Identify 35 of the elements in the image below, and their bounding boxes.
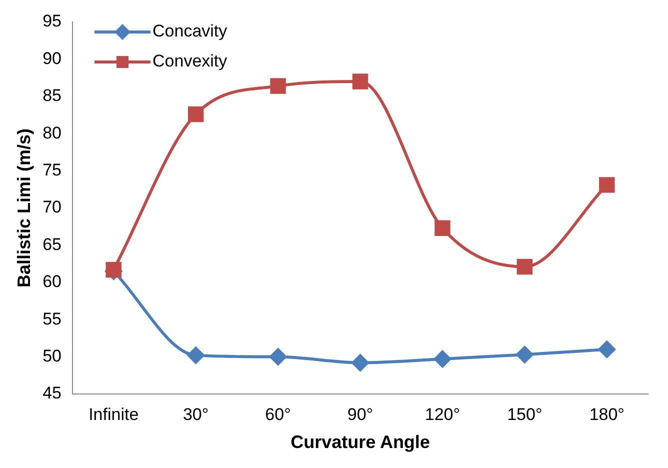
x-tick-label: 30° xyxy=(182,404,209,424)
point xyxy=(106,262,122,278)
point xyxy=(598,340,616,358)
point xyxy=(187,346,204,364)
legend-label: Concavity xyxy=(152,22,228,41)
point xyxy=(352,354,369,372)
point xyxy=(352,74,368,90)
y-axis-title: Ballistic Limi (m/s) xyxy=(14,128,34,288)
x-tick-label: 180° xyxy=(589,404,624,424)
x-tick-label: 90° xyxy=(347,404,374,424)
x-axis-title: Curvature Angle xyxy=(290,432,430,452)
y-tick-label: 45 xyxy=(42,384,62,403)
y-tick-label: 55 xyxy=(42,309,62,328)
point xyxy=(188,106,204,122)
point xyxy=(434,350,451,368)
y-tick-label: 90 xyxy=(42,48,62,68)
y-tick-label: 60 xyxy=(42,272,62,292)
x-tick-label: Infinite xyxy=(88,404,139,424)
point xyxy=(270,78,286,94)
point xyxy=(516,346,534,364)
x-tick-label: 60° xyxy=(265,404,291,424)
point xyxy=(270,348,287,366)
y-tick-label: 80 xyxy=(42,123,62,142)
y-tick-label: 85 xyxy=(42,86,62,106)
point xyxy=(434,220,450,236)
y-tick-label: 70 xyxy=(42,198,62,217)
y-tick-label: 75 xyxy=(42,160,62,180)
legend-label: Convexity xyxy=(152,52,228,71)
point xyxy=(599,177,615,193)
point xyxy=(516,258,533,275)
y-tick-label: 65 xyxy=(42,234,62,254)
y-tick-label: 95 xyxy=(42,12,62,31)
x-tick-label: 120° xyxy=(424,404,460,424)
x-tick-label: 150° xyxy=(507,404,542,424)
y-tick-label: 50 xyxy=(42,346,62,366)
